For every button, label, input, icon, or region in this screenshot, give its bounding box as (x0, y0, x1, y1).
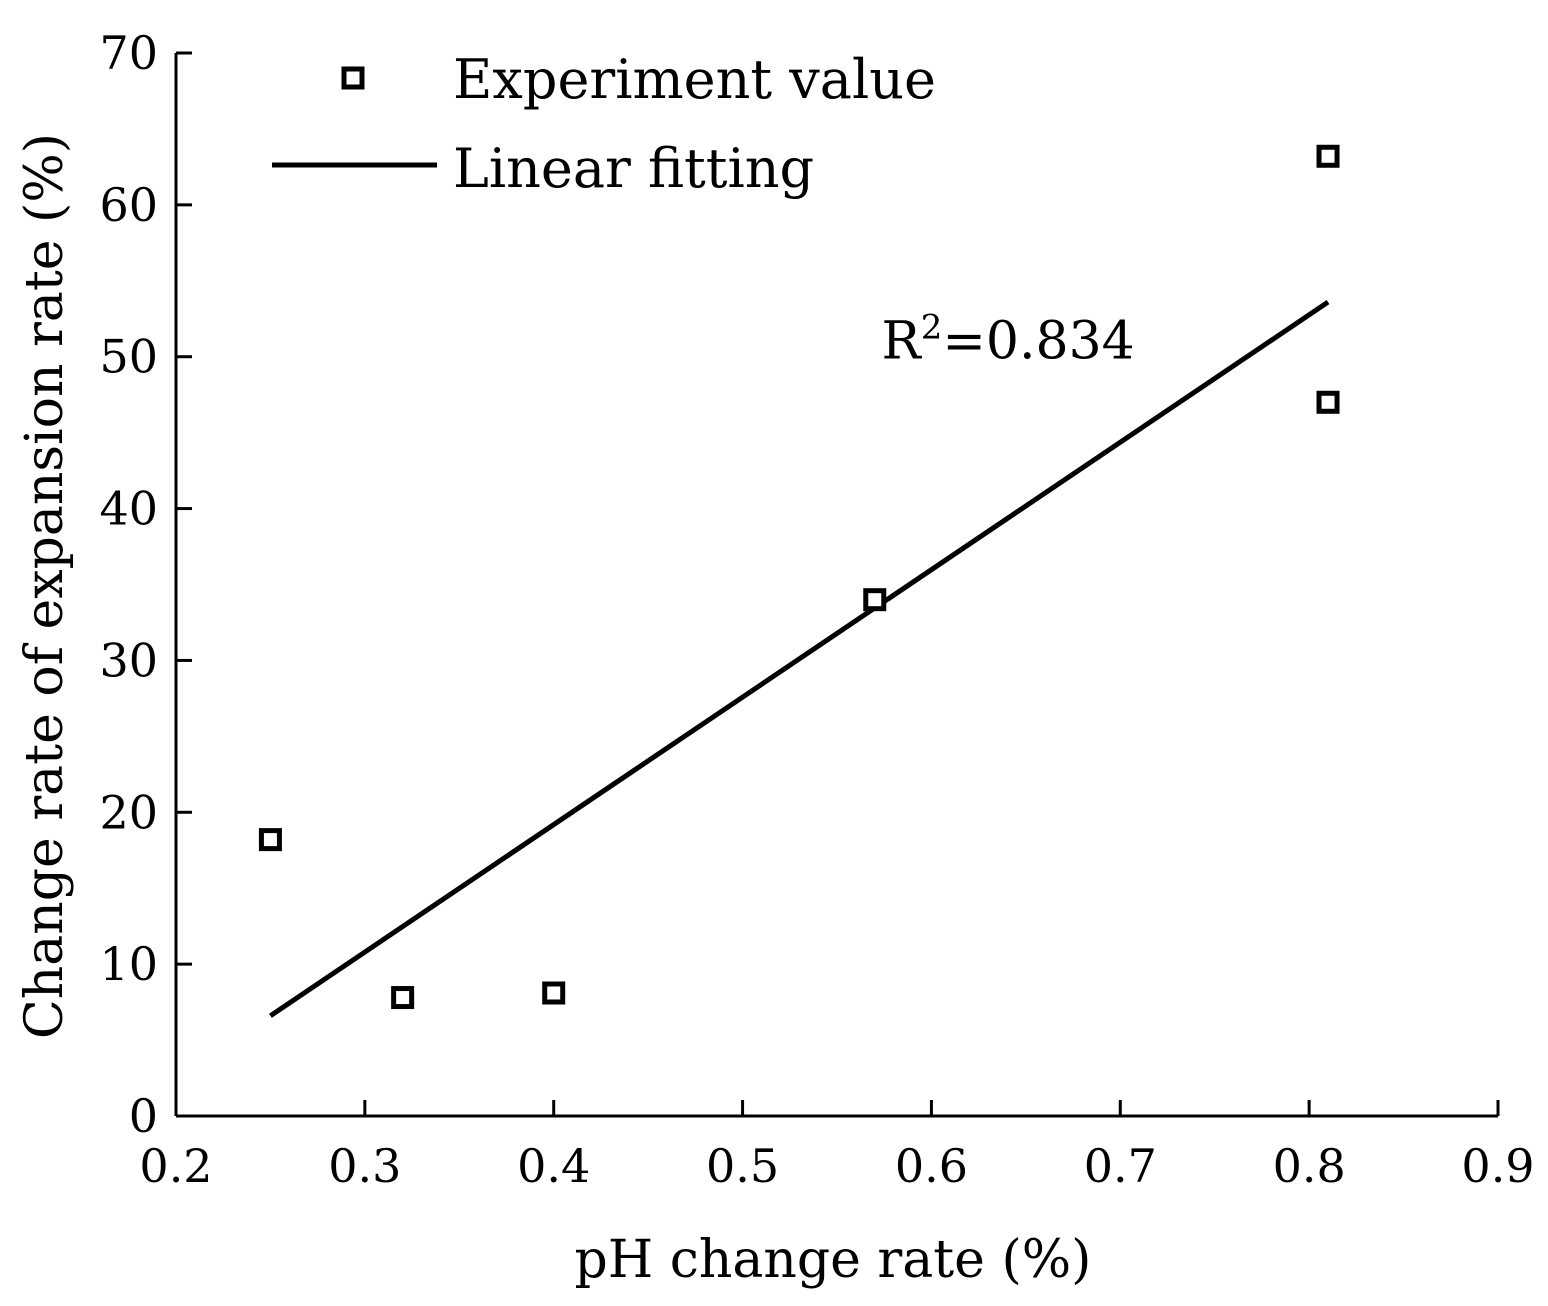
y-tick-label: 70 (99, 26, 158, 80)
r-squared-annotation: R2=0.834 (882, 308, 1135, 372)
x-tick-label: 0.9 (1461, 1139, 1534, 1193)
y-tick-label: 50 (99, 330, 158, 384)
x-tick-label: 0.4 (517, 1139, 590, 1193)
y-tick-label: 0 (129, 1089, 158, 1143)
y-tick-label: 30 (99, 633, 158, 687)
data-point (1316, 144, 1340, 168)
data-point (542, 981, 566, 1005)
x-tick-label: 0.3 (328, 1139, 401, 1193)
legend: Experiment value Linear fitting (272, 48, 936, 200)
x-tick-label: 0.5 (706, 1139, 779, 1193)
y-ticks: 0 10 20 30 40 50 60 70 (99, 26, 192, 1143)
legend-label-fitting: Linear fitting (453, 137, 814, 200)
axes: 0.2 0.3 0.4 0.5 0.6 0.7 0.8 0.9 0 10 20 30 40 50 60 70 (99, 26, 1534, 1193)
x-ticks: 0.2 0.3 0.4 0.5 0.6 0.7 0.8 0.9 (139, 1100, 1535, 1193)
legend-label-experiment: Experiment value (453, 48, 936, 111)
data-point (258, 828, 282, 852)
fit-line (269, 299, 1330, 1018)
x-axis-title: pH change rate (%) (575, 1230, 1092, 1290)
x-tick-label: 0.8 (1273, 1139, 1346, 1193)
x-tick-label: 0.2 (139, 1139, 212, 1193)
y-axis-title: Change rate of expansion rate (%) (15, 133, 75, 1039)
y-tick-label: 10 (99, 937, 158, 991)
x-tick-label: 0.7 (1084, 1139, 1157, 1193)
data-point (863, 588, 887, 612)
data-point (391, 986, 415, 1010)
y-tick-label: 60 (99, 178, 158, 232)
y-tick-label: 40 (99, 482, 158, 536)
data-points (258, 144, 1340, 1010)
data-point (1316, 390, 1340, 414)
legend-marker-experiment (341, 66, 365, 90)
y-tick-label: 20 (99, 785, 158, 839)
x-tick-label: 0.6 (895, 1139, 968, 1193)
